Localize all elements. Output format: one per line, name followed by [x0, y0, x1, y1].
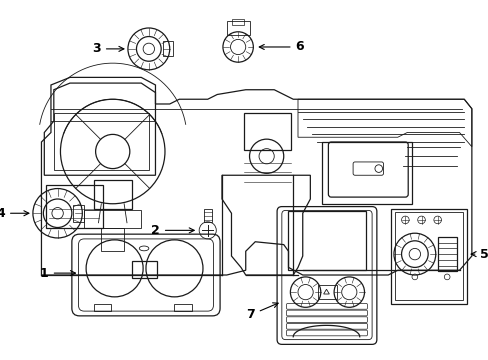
Bar [131, 261, 157, 278]
Bar [226, 21, 249, 35]
Bar [317, 285, 336, 299]
Bar [73, 205, 84, 222]
Bar [174, 303, 191, 311]
Text: 3: 3 [92, 42, 123, 55]
Bar [203, 208, 211, 222]
Bar [84, 210, 141, 228]
Bar [232, 19, 244, 25]
Text: 7: 7 [245, 303, 278, 321]
Bar [101, 228, 124, 251]
Bar [437, 237, 456, 271]
Text: 6: 6 [259, 40, 304, 54]
Bar [94, 180, 131, 208]
Bar [94, 303, 111, 311]
Text: 5: 5 [470, 248, 488, 261]
Bar [321, 142, 411, 204]
Text: 2: 2 [151, 224, 194, 237]
Bar [390, 208, 466, 303]
Text: 1: 1 [40, 267, 75, 280]
Text: 4: 4 [0, 207, 29, 220]
Bar [244, 113, 291, 150]
Bar [394, 212, 462, 300]
Bar [46, 185, 103, 228]
Bar [163, 41, 172, 57]
Bar [287, 211, 366, 270]
Bar [54, 113, 148, 171]
